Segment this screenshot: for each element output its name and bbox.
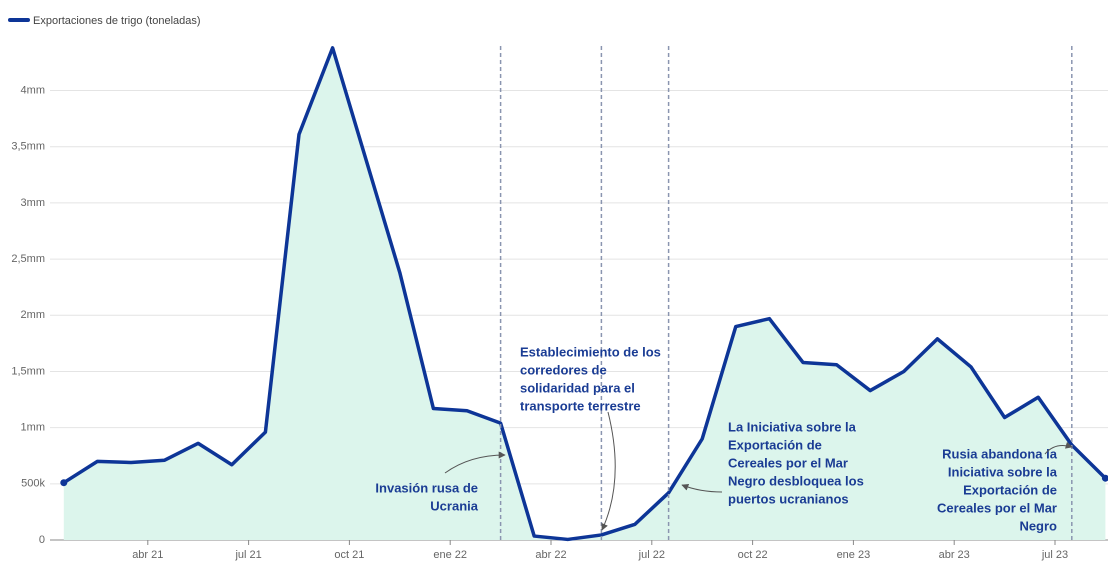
x-tick-label: oct 22 xyxy=(738,549,768,561)
x-tick-label: abr 23 xyxy=(939,549,970,561)
annotation-text: corredores de xyxy=(520,362,607,377)
y-tick-label: 3,5mm xyxy=(11,141,45,153)
annotation-text: Cereales por el Mar xyxy=(728,455,848,470)
annotation-text: transporte terrestre xyxy=(520,398,641,413)
annotation-text: Iniciativa sobre la xyxy=(948,464,1058,479)
y-tick-label: 2,5mm xyxy=(11,253,45,265)
annotation-arrow xyxy=(681,484,723,493)
y-tick-label: 3mm xyxy=(21,197,45,209)
annotation-text: Establecimiento de los xyxy=(520,344,661,359)
annotation-text: La Iniciativa sobre la xyxy=(728,419,857,434)
x-tick-label: jul 21 xyxy=(234,549,261,561)
annotation-arrow xyxy=(444,451,506,474)
annotation-text: Exportación de xyxy=(963,482,1057,497)
y-tick-label: 2mm xyxy=(21,309,45,321)
annotation-text: puertos ucranianos xyxy=(728,491,849,506)
line xyxy=(62,46,1107,542)
x-tick-label: ene 22 xyxy=(433,549,467,561)
x-tick-label: oct 21 xyxy=(334,549,364,561)
y-tick-label: 1mm xyxy=(21,422,45,434)
area xyxy=(63,47,1106,540)
end-point xyxy=(1101,474,1108,482)
annotation-text: Negro desbloquea los xyxy=(728,473,864,488)
annotation-arrow xyxy=(1044,441,1073,455)
y-tick-label: 4mm xyxy=(21,84,45,96)
annotation-arrow xyxy=(601,411,616,531)
annotation-text: Invasión rusa de xyxy=(375,480,478,495)
annotation-text: Negro xyxy=(1019,518,1057,533)
annotation-text: Exportación de xyxy=(728,437,822,452)
annotation-text: Ucrania xyxy=(430,498,478,513)
x-tick-label: jul 22 xyxy=(638,549,665,561)
annotation-text: Rusia abandona la xyxy=(942,446,1058,461)
annotation-text: solidaridad para el xyxy=(520,380,635,395)
y-tick-label: 0 xyxy=(39,534,45,546)
x-tick-label: abr 21 xyxy=(132,549,163,561)
end-point xyxy=(60,479,68,487)
x-tick-label: ene 23 xyxy=(837,549,871,561)
y-tick-label: 500k xyxy=(21,478,45,490)
legend-label: Exportaciones de trigo (toneladas) xyxy=(33,15,201,27)
x-tick-label: abr 22 xyxy=(535,549,566,561)
y-tick-label: 1,5mm xyxy=(11,365,45,377)
annotation-text: Cereales por el Mar xyxy=(937,500,1057,515)
x-tick-label: jul 23 xyxy=(1041,549,1068,561)
